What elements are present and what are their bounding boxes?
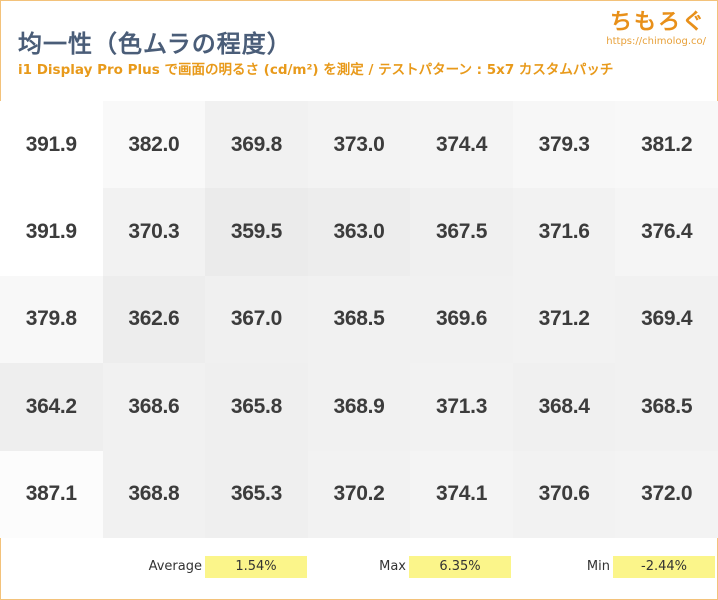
stat-min-value: -2.44% bbox=[613, 556, 715, 578]
heatmap-cell: 367.5 bbox=[410, 188, 513, 276]
heatmap-cell: 371.6 bbox=[512, 188, 616, 276]
heatmap-cell: 373.0 bbox=[307, 101, 411, 189]
heatmap-cell: 367.0 bbox=[205, 275, 308, 364]
heatmap-cell: 365.8 bbox=[205, 363, 308, 451]
heatmap-cell: 374.1 bbox=[410, 450, 513, 538]
heatmap-cell: 364.2 bbox=[0, 363, 103, 451]
heatmap-cell: 371.3 bbox=[410, 363, 513, 451]
heatmap-cell: 368.9 bbox=[307, 363, 411, 451]
uniformity-heatmap: 391.9 382.0 369.8 373.0 374.4 379.3 381.2 391.9… bbox=[0, 101, 718, 538]
heatmap-cell: 372.0 bbox=[615, 450, 718, 538]
stat-max-label: Max bbox=[379, 559, 406, 574]
heatmap-cell: 370.2 bbox=[307, 450, 411, 538]
heatmap-cell: 382.0 bbox=[102, 101, 206, 189]
chart-header: 均一性（色ムラの程度） i1 Display Pro Plus で画面の明るさ … bbox=[0, 0, 718, 100]
heatmap-cell: 369.8 bbox=[205, 101, 308, 189]
heatmap-cell: 381.2 bbox=[615, 101, 718, 189]
heatmap-cell: 371.2 bbox=[512, 275, 616, 364]
chart-title: 均一性（色ムラの程度） bbox=[18, 30, 292, 58]
heatmap-cell: 369.6 bbox=[410, 275, 513, 364]
logo-url: https://chimolog.co/ bbox=[606, 36, 706, 47]
heatmap-cell: 368.6 bbox=[102, 363, 206, 451]
stat-average-label: Average bbox=[148, 559, 202, 574]
heatmap-cell: 370.6 bbox=[512, 450, 616, 538]
heatmap-cell: 374.4 bbox=[410, 101, 513, 189]
stat-max-value: 6.35% bbox=[409, 556, 511, 578]
heatmap-cell: 370.3 bbox=[102, 188, 206, 276]
heatmap-cell: 391.9 bbox=[0, 188, 103, 276]
heatmap-cell: 359.5 bbox=[205, 188, 308, 276]
heatmap-cell: 368.5 bbox=[615, 363, 718, 451]
heatmap-cell: 365.3 bbox=[205, 450, 308, 538]
heatmap-cell: 379.8 bbox=[0, 275, 103, 364]
site-logo: ちもろぐ https://chimolog.co/ bbox=[606, 4, 706, 47]
chart-subtitle: i1 Display Pro Plus で画面の明るさ (cd/m²) を測定 … bbox=[18, 62, 614, 78]
heatmap-cell: 391.9 bbox=[0, 101, 103, 189]
stat-min-label: Min bbox=[586, 559, 610, 574]
heatmap-cell: 368.4 bbox=[512, 363, 616, 451]
heatmap-cell: 376.4 bbox=[615, 188, 718, 276]
heatmap-cell: 368.8 bbox=[102, 450, 206, 538]
heatmap-cell: 363.0 bbox=[307, 188, 411, 276]
stat-average-value: 1.54% bbox=[205, 556, 307, 578]
heatmap-cell: 369.4 bbox=[615, 275, 718, 364]
logo-text: ちもろぐ bbox=[609, 10, 706, 35]
stats-row: Average 1.54% Max 6.35% Min -2.44% bbox=[0, 556, 718, 580]
heatmap-cell: 368.5 bbox=[307, 275, 411, 364]
heatmap-cell: 362.6 bbox=[102, 275, 206, 364]
heatmap-cell: 379.3 bbox=[512, 101, 616, 189]
heatmap-cell: 387.1 bbox=[0, 450, 103, 538]
